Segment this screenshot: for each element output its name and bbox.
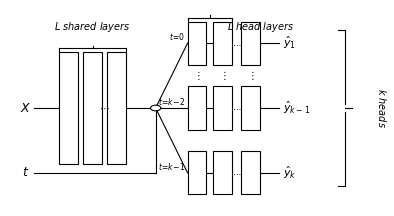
Text: $t\!=\!0$: $t\!=\!0$ bbox=[169, 31, 186, 42]
Bar bbox=[241, 22, 260, 65]
Text: $\hat{y}_{k-1}$: $\hat{y}_{k-1}$ bbox=[283, 100, 310, 116]
Bar bbox=[213, 86, 232, 130]
Text: $\vdots$: $\vdots$ bbox=[247, 69, 254, 82]
Bar bbox=[107, 52, 126, 164]
Text: $\hat{y}_k$: $\hat{y}_k$ bbox=[283, 165, 297, 181]
Bar bbox=[59, 52, 78, 164]
Text: $\cdots$: $\cdots$ bbox=[99, 103, 110, 113]
Bar bbox=[188, 86, 206, 130]
Bar bbox=[241, 151, 260, 194]
Text: $\cdots$: $\cdots$ bbox=[232, 168, 241, 177]
Text: $\cdots$: $\cdots$ bbox=[232, 39, 241, 48]
Text: $t\!=\!k\!-\!2$: $t\!=\!k\!-\!2$ bbox=[158, 96, 186, 107]
Bar bbox=[188, 22, 206, 65]
Bar bbox=[83, 52, 102, 164]
Text: $\cdots$: $\cdots$ bbox=[232, 103, 241, 113]
Bar bbox=[213, 151, 232, 194]
Text: $L$ head layers: $L$ head layers bbox=[227, 20, 295, 34]
Bar bbox=[188, 151, 206, 194]
Text: $L$ shared layers: $L$ shared layers bbox=[54, 20, 131, 34]
Circle shape bbox=[151, 105, 161, 111]
Bar bbox=[241, 86, 260, 130]
Text: $\hat{y}_1$: $\hat{y}_1$ bbox=[283, 35, 297, 51]
Text: $t$: $t$ bbox=[22, 166, 29, 179]
Text: $k$ heads: $k$ heads bbox=[376, 88, 388, 128]
Text: $X$: $X$ bbox=[20, 102, 31, 114]
Text: $\vdots$: $\vdots$ bbox=[193, 69, 201, 82]
Text: $\vdots$: $\vdots$ bbox=[219, 69, 226, 82]
Text: $t\!=\!k\!-\!1$: $t\!=\!k\!-\!1$ bbox=[158, 161, 186, 172]
Bar bbox=[213, 22, 232, 65]
